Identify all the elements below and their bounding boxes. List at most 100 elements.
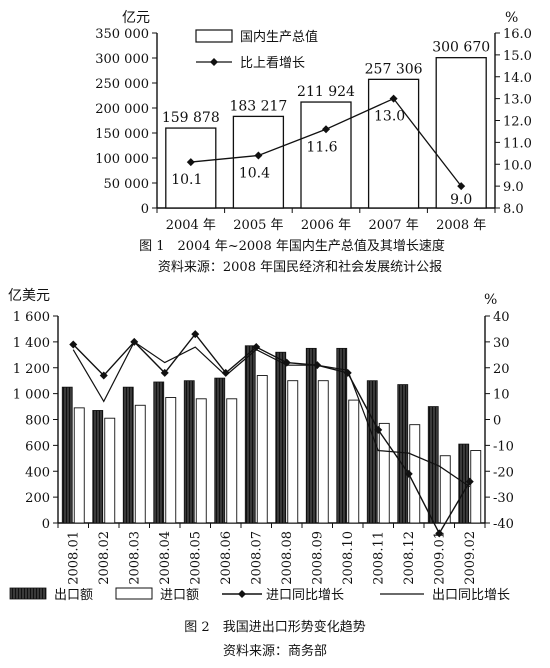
- legend-import-growth-label: 进口同比增长: [266, 588, 344, 603]
- left-tick-label: 50 000: [104, 177, 150, 192]
- gdp-chart: 0 50 000 100 000 150 000 200 000 250 000 300 0…: [95, 10, 532, 275]
- gdp-bar-label: 257 306: [365, 61, 423, 77]
- import-growth-point: [160, 368, 169, 377]
- legend-import-label: 进口额: [160, 588, 199, 603]
- growth-point: [389, 94, 398, 103]
- export-bar: [183, 380, 195, 524]
- growth-label: 11.6: [306, 139, 337, 155]
- export-bar: [366, 380, 378, 524]
- import-growth-point: [191, 330, 200, 339]
- import-bar: [195, 398, 207, 524]
- x-tick-label: 2008.07: [249, 531, 264, 585]
- x-tick-label: 2008.08: [280, 531, 295, 585]
- export-bar: [458, 443, 470, 524]
- left-tick-label: 1 000: [13, 388, 50, 403]
- x-tick-label: 2008.10: [341, 531, 356, 585]
- legend-gdp-swatch: [195, 29, 233, 43]
- x-tick-label: 2008 年: [436, 218, 486, 233]
- x-tick-label: 2008.09: [310, 531, 325, 585]
- right-tick-label: 0: [493, 414, 501, 429]
- figure-1-source: 资料来源：2008 年国民经济和社会发展统计公报: [158, 259, 442, 275]
- left-tick-label: 400: [25, 465, 50, 480]
- growth-point: [254, 151, 263, 160]
- import-growth-point: [221, 368, 230, 377]
- export-bar: [92, 410, 104, 524]
- gdp-bar-label: 300 670: [432, 40, 490, 56]
- left-tick-label: 0: [141, 202, 149, 217]
- legend-export-label: 出口额: [54, 588, 93, 603]
- left-unit-label: 亿美元: [8, 288, 50, 304]
- import-growth-point: [313, 361, 322, 370]
- gdp-bar: [165, 127, 217, 209]
- right-tick-label: -40: [493, 517, 514, 532]
- import-growth-point: [130, 337, 139, 346]
- export-bar: [61, 386, 73, 524]
- gdp-bar: [232, 115, 285, 209]
- left-tick-label: 0: [42, 517, 50, 532]
- import-bar: [378, 422, 390, 524]
- left-tick-label: 150 000: [95, 127, 149, 142]
- right-tick-label: 30: [493, 336, 510, 351]
- growth-label: 10.4: [239, 166, 270, 182]
- gdp-bar-label: 159 878: [162, 110, 220, 126]
- right-tick-label: -20: [493, 465, 514, 480]
- import-growth-point: [465, 477, 474, 486]
- right-tick-label: 14.0: [503, 71, 532, 86]
- x-tick-label: 2008.02: [97, 531, 112, 585]
- left-tick-label: 1 400: [13, 336, 50, 351]
- right-tick-label: -10: [493, 439, 514, 454]
- import-growth-line: [72, 332, 471, 535]
- right-tick-label: -30: [493, 491, 514, 506]
- export-bar: [397, 384, 409, 524]
- import-growth-point: [252, 343, 261, 352]
- left-tick-label: 250 000: [95, 77, 149, 92]
- right-tick-label: 10.0: [503, 158, 532, 173]
- legend-import-swatch: [115, 587, 153, 600]
- x-tick-label: 2008.01: [66, 531, 81, 585]
- left-tick-label: 100 000: [95, 152, 149, 167]
- x-tick-label: 2004 年: [166, 218, 216, 233]
- left-unit-label: 亿元: [122, 10, 150, 26]
- import-growth-point: [99, 371, 108, 380]
- import-bar: [104, 417, 116, 524]
- import-growth-point: [374, 425, 383, 434]
- growth-point: [457, 182, 466, 191]
- legend-growth-label: 比上看增长: [240, 55, 305, 71]
- import-bar: [287, 380, 299, 524]
- export-bar: [122, 386, 134, 524]
- growth-point: [186, 158, 195, 167]
- legend-growth-marker: [210, 58, 218, 66]
- left-tick-label: 1 600: [13, 310, 50, 325]
- left-tick-label: 600: [25, 439, 50, 454]
- figure-2-caption: 图 2 我国进出口形势变化趋势: [184, 619, 365, 635]
- right-tick-label: 8.0: [503, 202, 524, 217]
- import-growth-point: [404, 469, 413, 478]
- import-growth-point: [343, 368, 352, 377]
- right-tick-label: 16.0: [503, 27, 532, 42]
- right-tick-label: 9.0: [503, 180, 524, 195]
- x-tick-label: 2008.06: [219, 531, 234, 585]
- import-growth-point: [435, 529, 444, 538]
- right-tick-label: 12.0: [503, 115, 532, 130]
- import-bar: [134, 404, 146, 524]
- import-growth-point: [69, 340, 78, 349]
- legend-export-swatch: [9, 587, 47, 600]
- x-tick-label: 2005 年: [233, 218, 283, 233]
- export-bar: [336, 347, 348, 524]
- x-tick-label: 2009.02: [463, 531, 478, 585]
- x-tick-label: 2008.04: [158, 531, 173, 585]
- growth-label: 9.0: [450, 192, 472, 208]
- growth-label: 10.1: [171, 172, 202, 188]
- x-tick-label: 2008.12: [402, 531, 417, 585]
- gdp-bar-label: 211 924: [297, 84, 355, 100]
- x-tick-label: 2006 年: [301, 218, 351, 233]
- growth-label: 13.0: [374, 109, 405, 125]
- x-tick-label: 2008.03: [127, 531, 142, 585]
- right-tick-label: 11.0: [503, 136, 532, 151]
- x-tick-label: 2009.01: [432, 531, 447, 585]
- left-tick-label: 200: [25, 491, 50, 506]
- right-tick-label: 13.0: [503, 93, 532, 108]
- import-bar: [439, 455, 451, 524]
- export-bar: [153, 381, 165, 524]
